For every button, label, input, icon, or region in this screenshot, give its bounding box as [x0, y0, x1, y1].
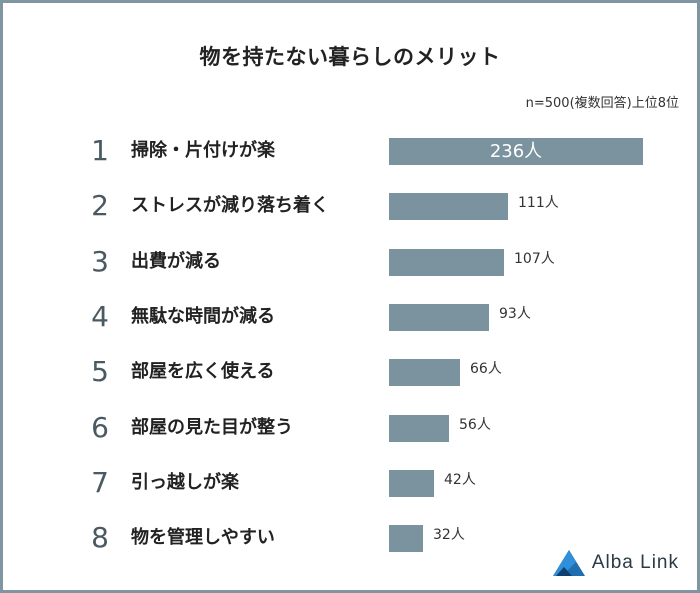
sample-note: n=500(複数回答)上位8位	[525, 96, 679, 111]
rank-number: 3	[91, 244, 109, 278]
value-label: 93人	[499, 305, 531, 322]
brand-name: Alba Link	[591, 552, 679, 573]
category-label: 引っ越しが楽	[131, 471, 239, 493]
brand-logo: Alba Link	[552, 548, 679, 578]
rank-number: 6	[91, 410, 109, 444]
value-label: 66人	[470, 361, 502, 378]
triangle-logo-icon	[552, 550, 585, 576]
rank-number: 2	[91, 189, 109, 223]
bar	[389, 525, 423, 553]
value-label: 42人	[444, 471, 476, 488]
bar-row: 4 無駄な時間が減る 93人	[3, 299, 697, 333]
bar	[389, 359, 460, 387]
bar-row: 5 部屋を広く使える 66人	[3, 355, 697, 389]
chart-title: 物を持たない暮らしのメリット	[199, 45, 501, 69]
category-label: 出費が減る	[131, 250, 221, 272]
rank-number: 8	[91, 521, 109, 555]
category-label: 無駄な時間が減る	[131, 305, 275, 327]
bar-row: 8 物を管理しやすい 32人	[3, 521, 697, 555]
value-label: 32人	[433, 527, 465, 544]
category-label: 部屋を広く使える	[131, 361, 275, 383]
bar	[389, 414, 449, 442]
bar-row: 6 部屋の見た目が整う 56人	[3, 410, 697, 444]
rank-number: 5	[91, 355, 109, 389]
rank-number: 4	[91, 299, 109, 333]
rank-number: 7	[91, 465, 109, 499]
value-label: 56人	[459, 416, 491, 433]
bar	[389, 469, 434, 497]
category-label: 部屋の見た目が整う	[131, 416, 293, 438]
bar	[389, 303, 489, 331]
category-label: 物を管理しやすい	[131, 527, 275, 549]
rank-number: 1	[91, 134, 109, 167]
bar	[389, 193, 508, 221]
value-label: 236人	[489, 141, 543, 162]
category-label: ストレスが減り落ち着く	[131, 195, 329, 217]
bar	[389, 248, 504, 276]
category-label: 掃除・片付けが楽	[131, 140, 275, 161]
bar-row: 3 出費が減る 107人	[3, 244, 697, 278]
bar-row: 1 掃除・片付けが楽 236人	[3, 134, 697, 167]
bar-row: 7 引っ越しが楽 42人	[3, 465, 697, 499]
bar-row: 2 ストレスが減り落ち着く 111人	[3, 189, 697, 223]
value-label: 111人	[518, 195, 559, 212]
bar	[389, 138, 643, 165]
value-label: 107人	[514, 250, 555, 267]
